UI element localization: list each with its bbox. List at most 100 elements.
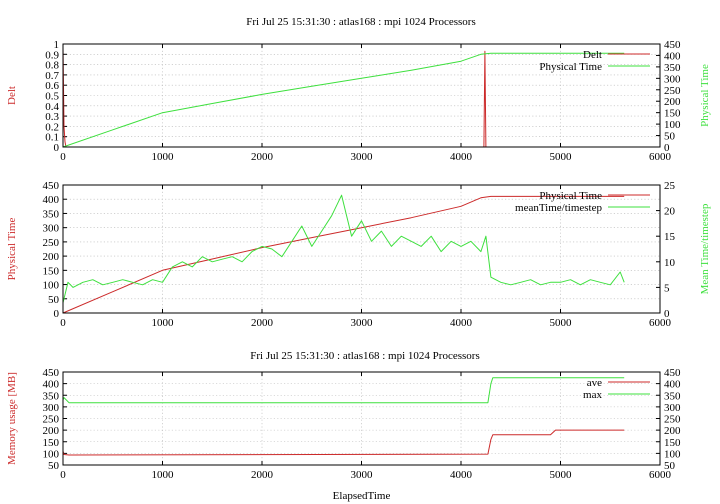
series-line-1 [62, 195, 625, 314]
y-tick-label: 200 [43, 425, 60, 437]
y2-tick-label: 150 [664, 437, 681, 449]
y-tick-label: 0 [54, 308, 60, 320]
y2-tick-label: 0 [664, 308, 670, 320]
y2-tick-label: 20 [664, 206, 676, 218]
x-tick-label: 4000 [450, 469, 473, 481]
x-tick-label: 4000 [450, 151, 473, 163]
x-tick-label: 5000 [550, 151, 573, 163]
y-tick-label: 150 [43, 437, 60, 449]
y2-tick-label: 300 [664, 73, 681, 85]
y2-tick-label: 50 [664, 460, 676, 472]
y-tick-label: 250 [43, 414, 60, 426]
x-tick-label: 0 [60, 469, 66, 481]
x-axis-label: ElapsedTime [333, 490, 391, 502]
y-tick-label: 150 [43, 265, 60, 277]
y-tick-label: 0.1 [45, 132, 59, 144]
y-tick-label: 450 [43, 180, 60, 192]
y2-tick-label: 300 [664, 402, 681, 414]
x-tick-label: 2000 [251, 469, 274, 481]
y2-tick-label: 450 [664, 39, 681, 51]
figure-title: Fri Jul 25 15:31:30 : atlas168 : mpi 102… [246, 16, 475, 28]
y-tick-label: 400 [43, 194, 60, 206]
y2-tick-label: 350 [664, 390, 681, 402]
y-tick-label: 50 [48, 460, 60, 472]
y-tick-label: 0.2 [45, 121, 59, 133]
y2-tick-label: 15 [664, 231, 676, 243]
plot-frame [62, 371, 661, 466]
y-tick-label: 0.4 [45, 101, 59, 113]
plot-frame [62, 184, 661, 314]
series-line-2 [62, 52, 625, 148]
y-tick-label: 0.5 [45, 91, 59, 103]
x-tick-label: 0 [60, 317, 66, 329]
x-tick-label: 2000 [251, 317, 274, 329]
x-tick-label: 6000 [649, 469, 672, 481]
x-tick-label: 3000 [351, 317, 374, 329]
y-tick-label: 200 [43, 251, 60, 263]
y2-tick-label: 50 [664, 131, 676, 143]
panel3-title: Fri Jul 25 15:31:30 : atlas168 : mpi 102… [250, 350, 479, 362]
plot-frame [62, 43, 661, 148]
x-tick-label: 3000 [351, 469, 374, 481]
y-tick-label: 100 [43, 448, 60, 460]
y-tick-label: 250 [43, 237, 60, 249]
x-tick-label: 1000 [152, 151, 175, 163]
y-tick-label: 50 [48, 294, 60, 306]
y2-tick-label: 10 [664, 257, 676, 269]
legend-label: meanTime/timestep [515, 202, 602, 214]
y-tick-label: 450 [43, 367, 60, 379]
y2-tick-label: 150 [664, 108, 681, 120]
y-tick-label: 0 [54, 142, 60, 154]
x-tick-label: 5000 [550, 317, 573, 329]
y-tick-label: 0.9 [45, 49, 59, 61]
x-tick-label: 6000 [649, 151, 672, 163]
y-axis-label: Delt [6, 86, 18, 105]
chart-panel-2: 0 1000 2000 3000 4000 5000 6000050100150200250… [6, 180, 711, 329]
series-line-2 [62, 377, 625, 404]
y-tick-label: 350 [43, 390, 60, 402]
series-line-2 [62, 194, 625, 303]
y-tick-label: 0.8 [45, 60, 59, 72]
x-tick-label: 3000 [351, 151, 374, 163]
y-tick-label: 0.3 [45, 111, 59, 123]
chart-panel-3: 0 1000 2000 3000 4000 5000 6000501001502002503… [6, 367, 681, 502]
y-tick-label: 300 [43, 402, 60, 414]
y2-axis-label: Physical Time [699, 64, 711, 127]
x-tick-label: 0 [60, 151, 66, 163]
y-tick-label: 1 [54, 39, 60, 51]
y-axis-label: Physical Time [6, 218, 18, 281]
series-line-1 [62, 429, 625, 456]
y2-tick-label: 250 [664, 414, 681, 426]
y2-tick-label: 350 [664, 62, 681, 74]
y2-tick-label: 200 [664, 425, 681, 437]
x-tick-label: 4000 [450, 317, 473, 329]
y-tick-label: 300 [43, 223, 60, 235]
y2-tick-label: 100 [664, 448, 681, 460]
x-tick-label: 1000 [152, 317, 175, 329]
y-tick-label: 400 [43, 379, 60, 391]
legend-label: Delt [583, 49, 602, 61]
x-tick-label: 5000 [550, 469, 573, 481]
y2-tick-label: 25 [664, 180, 676, 192]
chart-panel-1: 0 1000 2000 3000 4000 5000 600000.10.20.30.40.… [6, 39, 711, 163]
y2-tick-label: 5 [664, 282, 670, 294]
y2-tick-label: 400 [664, 379, 681, 391]
legend-label: max [583, 389, 602, 401]
y2-axis-label: Mean Time/timestep [699, 203, 711, 294]
y-axis-label: Memory usage [MB] [6, 372, 18, 465]
y2-tick-label: 200 [664, 96, 681, 108]
x-tick-label: 1000 [152, 469, 175, 481]
y2-tick-label: 450 [664, 367, 681, 379]
y2-tick-label: 250 [664, 85, 681, 97]
x-tick-label: 2000 [251, 151, 274, 163]
legend-label: Physical Time [539, 190, 602, 202]
y-tick-label: 100 [43, 280, 60, 292]
y-tick-label: 0.7 [45, 70, 59, 82]
legend-label: Physical Time [539, 61, 602, 73]
y-tick-label: 350 [43, 208, 60, 220]
x-tick-label: 6000 [649, 317, 672, 329]
y2-tick-label: 400 [664, 50, 681, 62]
y-tick-label: 0.6 [45, 80, 59, 92]
legend-label: ave [587, 377, 602, 389]
